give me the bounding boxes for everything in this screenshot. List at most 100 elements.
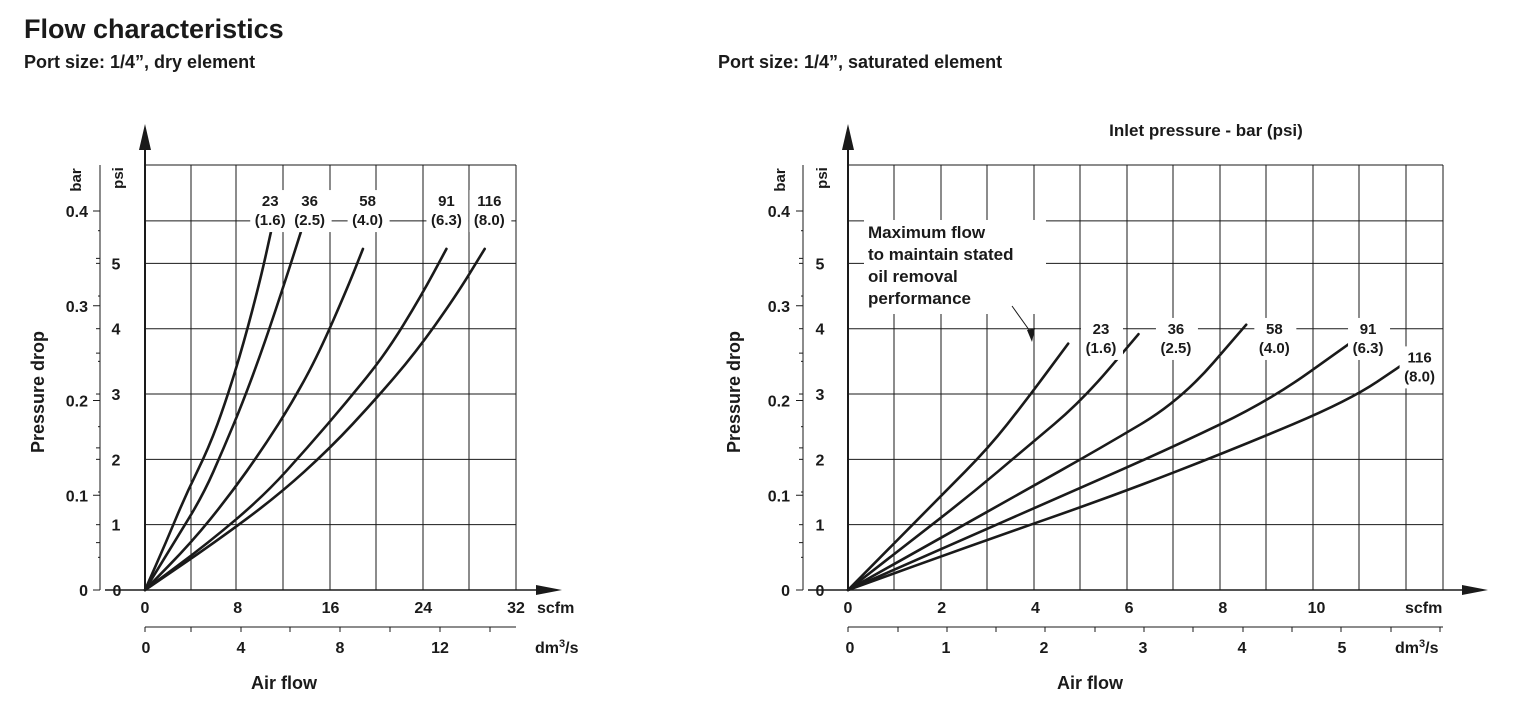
series-label-91: 91 [1360, 321, 1377, 338]
psi-unit-label: psi [110, 167, 127, 189]
x-tick-label-scfm: 0 [141, 600, 150, 617]
series-sublabel-116: (8.0) [1404, 368, 1435, 385]
series-line-23 [143, 228, 273, 592]
series-line-116 [846, 361, 1407, 592]
y-axis-arrow [842, 124, 854, 150]
annotation-line: oil removal [868, 267, 958, 286]
series-label-bg [426, 190, 469, 233]
series-label-bg [1254, 317, 1297, 360]
x-tick-label-dm3s: 12 [431, 640, 449, 657]
series-label-bg [1399, 346, 1442, 389]
series-line-91 [143, 247, 448, 592]
x-axis-arrow [536, 585, 562, 595]
series-label-58: 58 [359, 193, 376, 210]
series-label-23: 23 [1093, 321, 1110, 338]
series-sublabel-58: (4.0) [352, 212, 383, 229]
x-tick-label-dm3s: 0 [142, 640, 151, 657]
series-sublabel-116: (8.0) [474, 212, 505, 229]
annotation-line: to maintain stated [868, 245, 1013, 264]
series-label-116: 116 [477, 193, 501, 210]
series-label-bg [1080, 317, 1123, 360]
psi-tick-label: 4 [112, 322, 121, 339]
series-sublabel-36: (2.5) [294, 212, 325, 229]
psi-tick-label: 3 [816, 387, 825, 404]
x-tick-label-scfm: 32 [507, 600, 525, 617]
psi-zero-label: 0 [113, 583, 122, 600]
x-tick-label-scfm: 24 [414, 600, 432, 617]
series-line-58 [846, 323, 1248, 592]
psi-unit-label: psi [814, 167, 831, 189]
psi-tick-label: 3 [112, 387, 121, 404]
annotation-line: performance [868, 289, 971, 308]
x-unit-scfm: scfm [1405, 600, 1442, 617]
chart-right-subtitle: Port size: 1/4”, saturated element [718, 52, 1003, 72]
series-line-58 [143, 247, 365, 592]
series-label-bg [1348, 317, 1391, 360]
legend-header: Inlet pressure - bar (psi) [1109, 121, 1303, 140]
x-tick-label-scfm: 2 [937, 600, 946, 617]
x-tick-label-dm3s: 4 [237, 640, 246, 657]
bar-unit-label: bar [772, 168, 789, 192]
x-unit-dm3s: dm3/s [535, 638, 579, 657]
x-axis-arrow [1462, 585, 1488, 595]
annotation-arrowhead [1027, 328, 1035, 342]
x-tick-label-dm3s: 2 [1040, 640, 1049, 657]
bar-tick-label: 0.4 [66, 204, 88, 221]
bar-tick-label: 0 [79, 583, 88, 600]
series-sublabel-91: (6.3) [1353, 340, 1384, 357]
x-tick-label-scfm: 0 [844, 600, 853, 617]
bar-tick-label: 0.3 [66, 299, 88, 316]
series-label-bg [250, 190, 293, 233]
x-tick-label-dm3s: 5 [1338, 640, 1347, 657]
psi-tick-label: 2 [816, 452, 825, 469]
y-axis-title: Pressure drop [28, 331, 48, 453]
bar-tick-label: 0.3 [768, 299, 790, 316]
annotation-line: Maximum flow [868, 223, 986, 242]
x-tick-label-scfm: 8 [1218, 600, 1227, 617]
series-line-36 [846, 332, 1140, 592]
series-sublabel-91: (6.3) [431, 212, 462, 229]
bar-tick-label: 0.1 [66, 488, 88, 505]
series-sublabel-23: (1.6) [255, 212, 286, 229]
page-title: Flow characteristics [24, 14, 284, 44]
series-label-116: 116 [1407, 349, 1431, 366]
series-label-36: 36 [301, 193, 318, 210]
x-tick-label-scfm: 4 [1031, 600, 1040, 617]
series-line-91 [846, 342, 1351, 592]
series-group [143, 228, 486, 592]
series-label-91: 91 [438, 193, 455, 210]
series-sublabel-58: (4.0) [1259, 340, 1290, 357]
series-sublabel-23: (1.6) [1086, 340, 1117, 357]
chart-left-subtitle: Port size: 1/4”, dry element [24, 52, 256, 72]
x-tick-label-dm3s: 1 [942, 640, 951, 657]
series-label-bg [347, 190, 390, 233]
x-axis-title: Air flow [251, 673, 318, 693]
bar-unit-label: bar [68, 168, 85, 192]
x-tick-label-scfm: 6 [1125, 600, 1134, 617]
x-unit-scfm: scfm [537, 600, 574, 617]
psi-tick-label: 2 [112, 452, 121, 469]
x-tick-label-scfm: 8 [233, 600, 242, 617]
x-tick-label-dm3s: 8 [336, 640, 345, 657]
x-axis-title: Air flow [1057, 673, 1124, 693]
psi-tick-label: 5 [112, 256, 121, 273]
series-line-36 [143, 228, 303, 592]
series-label-58: 58 [1266, 321, 1283, 338]
x-tick-label-dm3s: 4 [1238, 640, 1247, 657]
series-label-bg [1155, 317, 1198, 360]
bar-tick-label: 0.4 [768, 204, 790, 221]
x-tick-label-dm3s: 0 [846, 640, 855, 657]
psi-tick-label: 1 [816, 518, 825, 535]
series-label-36: 36 [1168, 321, 1185, 338]
psi-zero-label: 0 [816, 583, 825, 600]
series-label-bg [289, 190, 332, 233]
series-line-116 [143, 247, 486, 592]
annotation-arrow-line [1011, 305, 1033, 335]
series-label-bg [469, 190, 512, 233]
series-line-23 [846, 342, 1070, 592]
series-group [846, 323, 1407, 592]
y-axis-title: Pressure drop [724, 331, 744, 453]
